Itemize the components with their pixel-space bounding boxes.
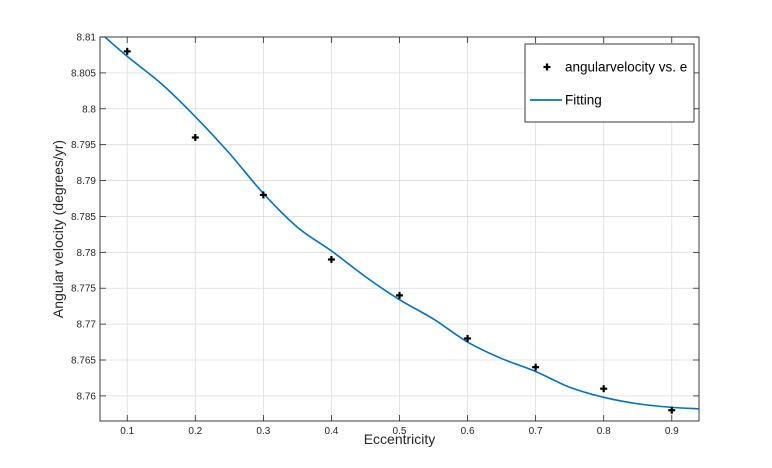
y-tick-label: 8.805 <box>71 68 96 79</box>
legend-box <box>525 44 694 122</box>
legend-label-fitting: Fitting <box>565 93 602 108</box>
x-tick-label: 0.8 <box>597 426 611 437</box>
y-tick-label: 8.795 <box>71 140 96 151</box>
y-tick-label: 8.8 <box>82 104 96 115</box>
x-tick-label: 0.6 <box>461 426 475 437</box>
y-tick-label: 8.76 <box>77 391 97 402</box>
y-tick-label: 8.78 <box>77 248 97 259</box>
y-tick-label: 8.81 <box>77 33 97 44</box>
legend[interactable]: angularvelocity vs. e Fitting <box>525 44 694 122</box>
x-tick-label: 0.9 <box>665 426 679 437</box>
y-tick-label: 8.77 <box>77 320 97 331</box>
y-axis-title: Angular velocity (degrees/yr) <box>50 140 66 318</box>
legend-label-scatter: angularvelocity vs. e <box>565 60 687 75</box>
x-tick-label: 0.7 <box>529 426 543 437</box>
x-axis-title: Eccentricity <box>364 431 436 447</box>
y-tick-label: 8.79 <box>77 176 97 187</box>
y-tick-label: 8.765 <box>71 355 96 366</box>
x-tick-label: 0.4 <box>324 426 338 437</box>
x-tick-label: 0.3 <box>256 426 270 437</box>
x-tick-label: 0.2 <box>188 426 202 437</box>
x-tick-label: 0.1 <box>120 426 134 437</box>
y-tick-label: 8.775 <box>71 284 96 295</box>
y-tick-label: 8.785 <box>71 212 96 223</box>
